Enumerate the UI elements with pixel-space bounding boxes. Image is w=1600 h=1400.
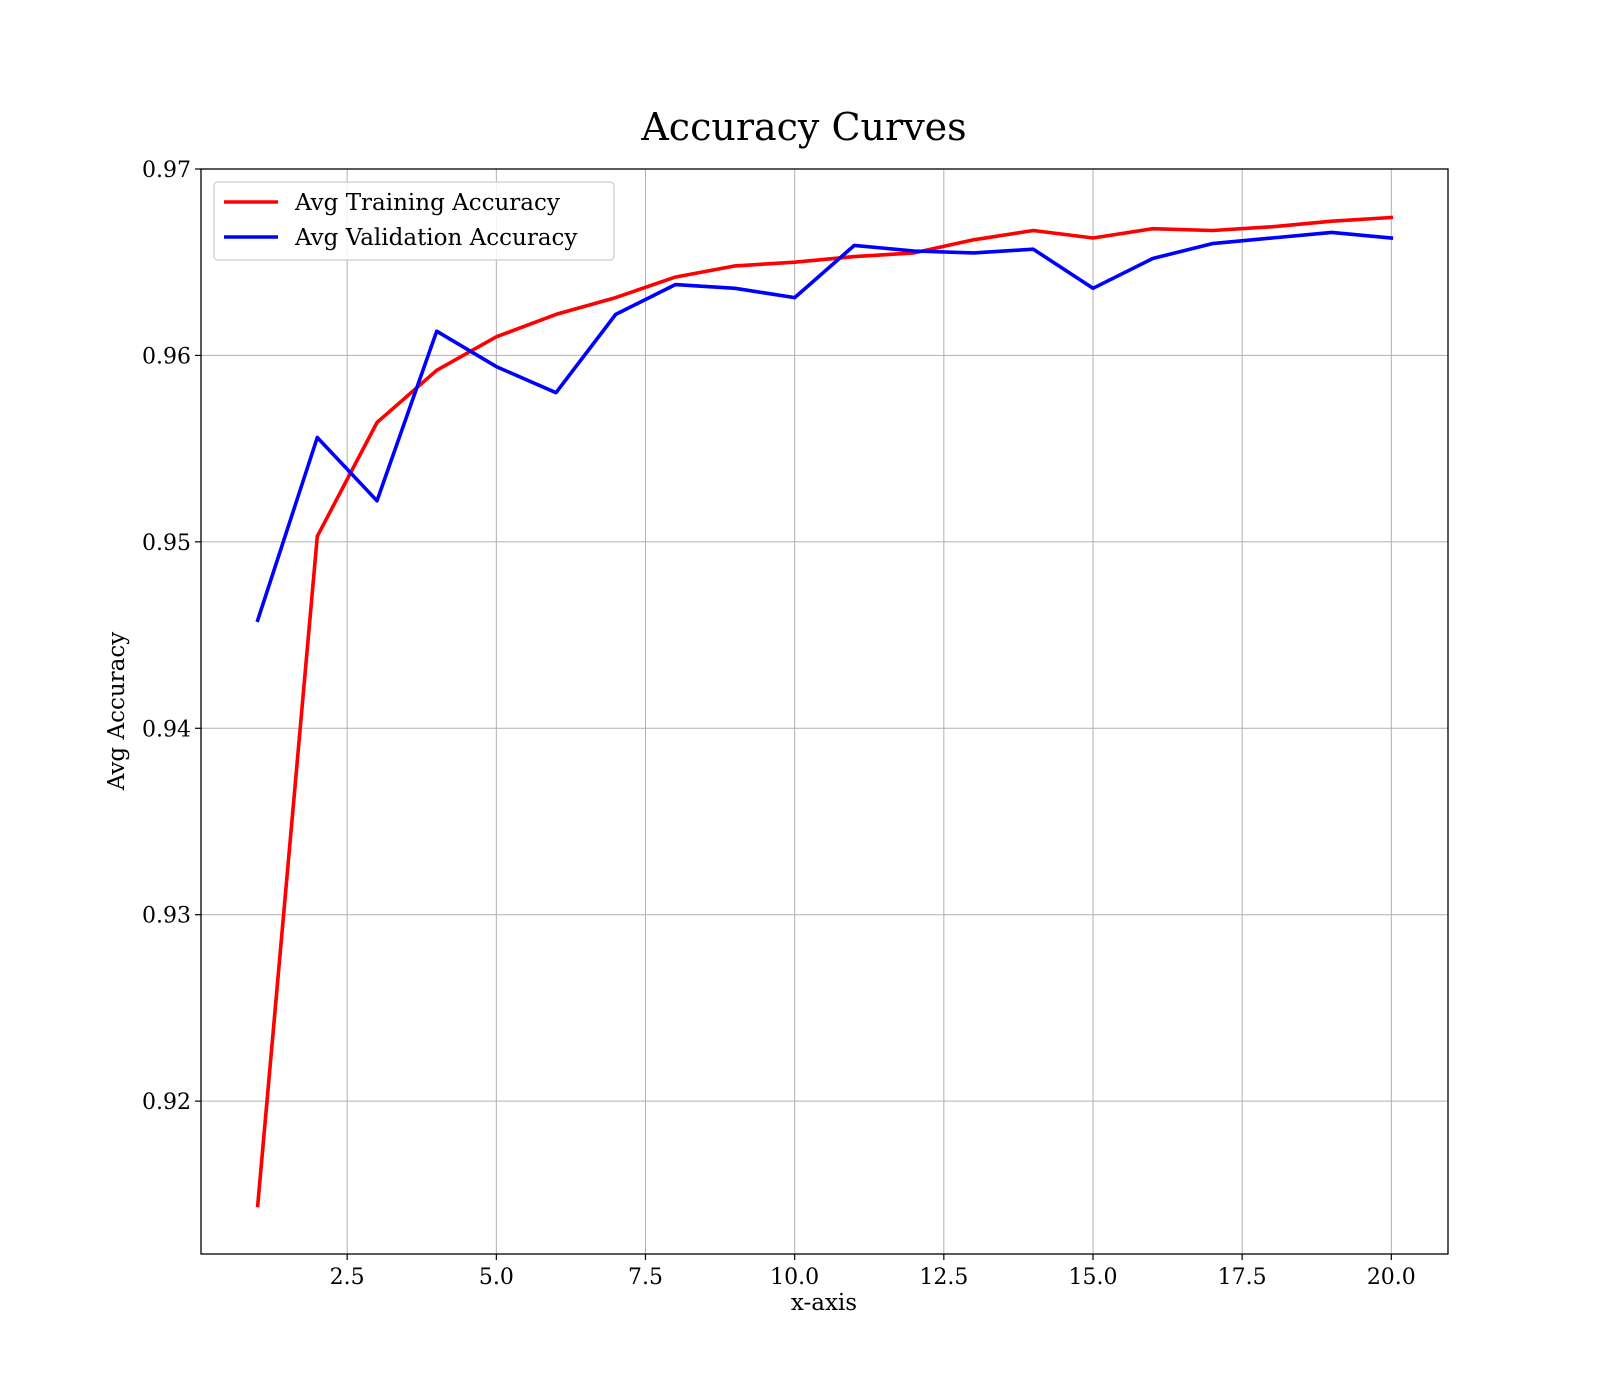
legend-box <box>213 181 615 261</box>
y-tick-label: 0.93 <box>142 904 191 929</box>
x-tick-label: 20.0 <box>1367 1265 1416 1290</box>
x-tick-label: 7.5 <box>628 1265 663 1290</box>
x-tick-label: 10.0 <box>770 1265 819 1290</box>
series-line-training <box>255 215 1394 1208</box>
series-line-validation <box>255 230 1394 623</box>
y-tick-label: 0.96 <box>142 344 191 369</box>
x-tick-label: 12.5 <box>919 1265 968 1290</box>
legend: Avg Training Accuracy Avg Validation Accu… <box>213 181 615 261</box>
x-tick-label: 5.0 <box>479 1265 514 1290</box>
legend-label: Avg Training Accuracy <box>294 190 560 216</box>
x-tick-label: 17.5 <box>1218 1265 1267 1290</box>
x-tick-label: 2.5 <box>330 1265 365 1290</box>
data-series <box>255 215 1394 1208</box>
chart-title: Accuracy Curves <box>640 105 966 149</box>
y-tick-label: 0.92 <box>142 1090 191 1115</box>
x-axis-label: x-axis <box>791 1290 857 1316</box>
y-tick-label: 0.97 <box>142 158 191 183</box>
plot-area-frame <box>200 168 1449 1255</box>
x-tick-label: 15.0 <box>1069 1265 1118 1290</box>
y-tick-label: 0.95 <box>142 531 191 556</box>
y-axis-label: Avg Accuracy <box>104 632 130 791</box>
axis-ticks: 2.5 5.0 7.5 10.0 12.5 15.0 17.5 20.0 0.92 0.93 0.9… <box>142 158 1416 1290</box>
legend-label: Avg Validation Accuracy <box>294 225 577 251</box>
y-tick-label: 0.94 <box>142 717 191 742</box>
